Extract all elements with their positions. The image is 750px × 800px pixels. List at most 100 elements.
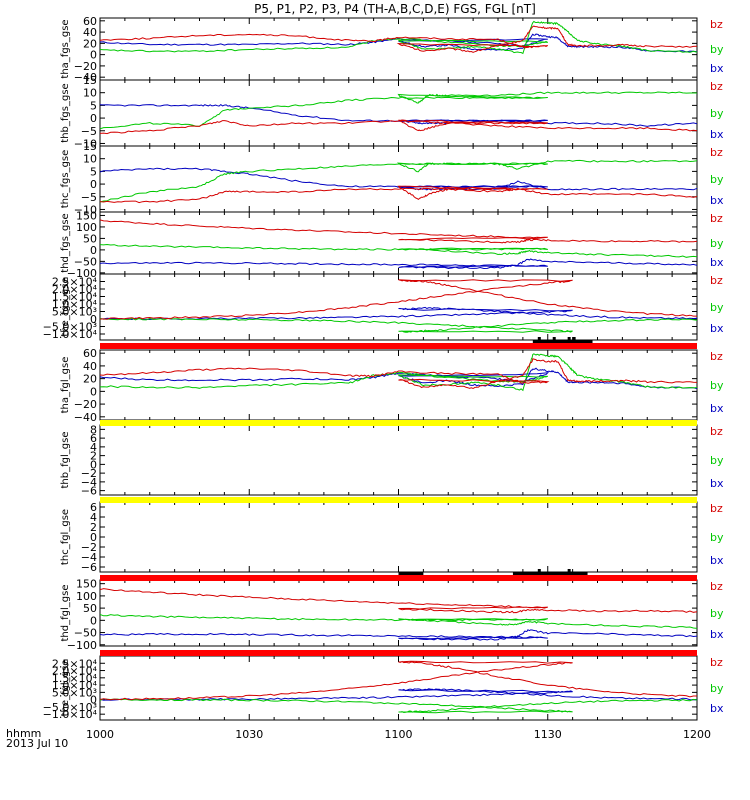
series-line-bz <box>100 219 697 244</box>
legend-bz: bz <box>710 274 723 287</box>
y-tick-label: −50 <box>74 627 97 640</box>
legend-bx: bx <box>710 702 724 715</box>
legend-by: by <box>710 454 724 467</box>
status-bar-dot <box>567 569 571 572</box>
series-line-bz <box>100 660 697 701</box>
legend-by: by <box>710 682 724 695</box>
y-tick-label: 5 <box>90 99 97 112</box>
legend-by: by <box>710 379 724 392</box>
y-tick-label: 15 <box>83 140 97 153</box>
y-tick-label: −10 <box>74 203 97 216</box>
legend-bx: bx <box>710 194 724 207</box>
y-tick-label: 150 <box>76 209 97 222</box>
y-tick-label: 20 <box>83 373 97 386</box>
legend-by: by <box>710 607 724 620</box>
legend-by: by <box>710 43 724 56</box>
y-tick-label: −10 <box>74 137 97 150</box>
y-tick-label: 10 <box>83 87 97 100</box>
legend-by: by <box>710 237 724 250</box>
y-tick-label: 0 <box>90 385 97 398</box>
y-tick-label: −1.0×10⁴ <box>43 328 98 341</box>
panel-ylabel: the_fgl_gse <box>60 660 71 717</box>
y-tick-label: 0 <box>90 531 97 544</box>
y-tick-label: −5 <box>81 125 97 138</box>
y-tick-label: 4 <box>90 511 97 524</box>
y-tick-label: 5.0×10³ <box>52 686 97 699</box>
y-tick-label: −5 <box>81 191 97 204</box>
legend-by: by <box>710 173 724 186</box>
y-tick-label: 2 <box>90 450 97 463</box>
y-tick-label: 0 <box>90 244 97 257</box>
status-bar-3 <box>100 569 697 581</box>
legend-bz: bz <box>710 80 723 93</box>
y-tick-label: −50 <box>74 255 97 268</box>
panel-ylabel: thd_fgl_gse <box>60 585 71 642</box>
legend-bz: bz <box>710 656 723 669</box>
y-tick-label: −5.0×10³ <box>43 701 97 714</box>
y-tick-label: 60 <box>83 15 97 28</box>
legend-bx: bx <box>710 402 724 415</box>
y-tick-label: −4 <box>81 551 97 564</box>
legend-bx: bx <box>710 128 724 141</box>
x-tick-label: 1030 <box>235 728 263 741</box>
series-line-by <box>100 317 697 333</box>
y-tick-label: 5.0×10³ <box>52 306 97 319</box>
y-tick-label: 50 <box>83 602 97 615</box>
status-bar-fill <box>100 497 697 503</box>
x-tick-label: 1100 <box>385 728 413 741</box>
panel-ylabel: tha_fgl_gse <box>60 357 71 414</box>
y-tick-label: 0 <box>90 112 97 125</box>
y-tick-label: −100 <box>67 639 97 652</box>
legend-bx: bx <box>710 554 724 567</box>
y-tick-label: 60 <box>83 347 97 360</box>
legend-by: by <box>710 107 724 120</box>
legend-bx: bx <box>710 322 724 335</box>
status-bar-fill <box>100 420 697 426</box>
status-bar-dot <box>572 337 576 340</box>
y-tick-label: −2 <box>81 467 97 480</box>
x-tick-label: 1000 <box>86 728 114 741</box>
series-line-bz <box>100 588 697 614</box>
status-bar-fill <box>100 575 697 581</box>
legend-bz: bz <box>710 146 723 159</box>
y-tick-label: 0 <box>90 313 97 326</box>
y-tick-label: 50 <box>83 232 97 245</box>
y-tick-label: −5.0×10³ <box>43 321 97 334</box>
y-tick-label: 150 <box>76 578 97 591</box>
panel-ylabel: thc_fgs_gse <box>60 150 71 209</box>
y-tick-label: 2.5×10⁴ <box>52 657 98 670</box>
y-tick-label: −1.0×10⁴ <box>43 708 98 721</box>
y-tick-label: 100 <box>76 221 97 234</box>
series-line-bz <box>100 358 697 390</box>
y-tick-label: −6 <box>81 485 97 498</box>
y-tick-label: 2.0×10⁴ <box>52 283 98 296</box>
status-bar-dot <box>552 337 556 340</box>
series-line-by <box>100 614 697 629</box>
panel-frame <box>99 349 698 421</box>
y-tick-label: 40 <box>83 26 97 39</box>
y-tick-label: 6 <box>90 501 97 514</box>
y-tick-label: −100 <box>67 267 97 280</box>
series-line-by <box>100 20 697 68</box>
status-bar-dot <box>567 337 571 340</box>
status-bar-segment <box>532 340 593 343</box>
panel-ylabel: thb_fgl_gse <box>60 432 71 489</box>
y-tick-label: 2.5×10⁴ <box>52 276 98 289</box>
panel-frame <box>99 501 698 573</box>
y-tick-label: 6 <box>90 432 97 445</box>
y-tick-label: 1.5×10⁴ <box>52 291 98 304</box>
panel-ylabel: tha_fgs_gse <box>60 19 71 78</box>
panel-ylabel: thc_fgl_gse <box>60 509 71 565</box>
x-tick-label: 1130 <box>534 728 562 741</box>
panel-frame <box>99 273 698 341</box>
status-bar-segment <box>398 572 424 575</box>
y-tick-label: 15 <box>83 74 97 87</box>
y-tick-label: 4 <box>90 441 97 454</box>
y-tick-label: 0 <box>90 458 97 471</box>
series-line-by <box>100 698 697 714</box>
